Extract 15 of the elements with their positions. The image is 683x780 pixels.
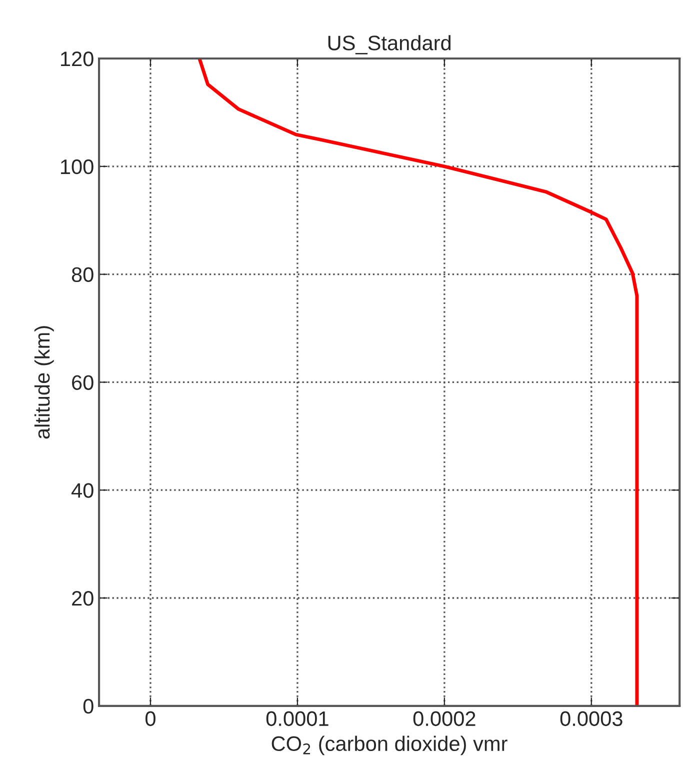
y-tick-label: 0	[83, 698, 94, 714]
y-tick-label: 80	[72, 267, 94, 282]
y-tick-label: 100	[61, 159, 94, 174]
x-tick-label: 0	[145, 711, 156, 726]
y-tick-label: 60	[72, 375, 94, 390]
line-series	[198, 58, 639, 706]
x-tick-label: 0.0002	[413, 711, 476, 726]
x-axis-title: CO$_{2}$ (carbon dioxide) vmr	[272, 736, 508, 756]
y-tick-label: 40	[71, 483, 94, 498]
y-axis-title: altitude (km)	[34, 326, 54, 439]
y-tick-label: 20	[72, 591, 94, 606]
chart-title: US_Standard	[328, 35, 451, 54]
x-tick-label: 0.0001	[266, 711, 328, 726]
x-tick-label: 0.0003	[560, 711, 622, 726]
y-tick-label: 120	[61, 52, 94, 66]
